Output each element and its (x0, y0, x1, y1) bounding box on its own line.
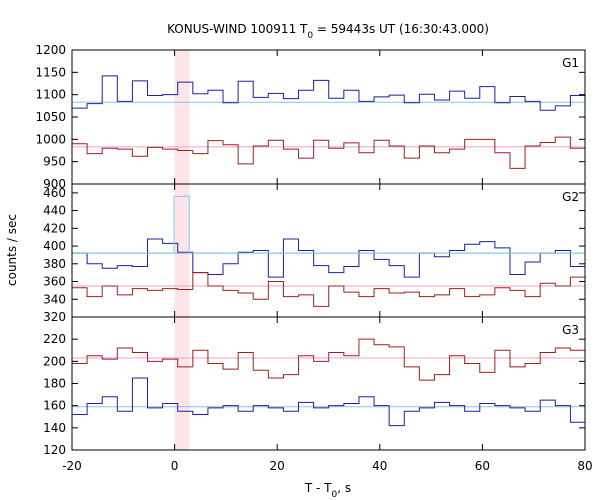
series-g2-1 (173, 195, 190, 254)
x-tick-label-40: 40 (372, 459, 387, 473)
y-tick-label-g1-1100: 1100 (35, 88, 66, 102)
y-tick-label-g3-160: 160 (43, 399, 66, 413)
x-axis-label-subscript: 0 (332, 490, 338, 500)
y-tick-label-g1-1050: 1050 (35, 110, 66, 124)
panel-label-g3: G3 (562, 323, 579, 337)
y-tick-label-g2-400: 400 (43, 239, 66, 253)
y-tick-label-g2-420: 420 (43, 221, 66, 235)
panel-frame-g3 (71, 316, 586, 451)
chart-title-main: KONUS-WIND 100911 T (167, 22, 308, 36)
highlight-band-g3 (174, 317, 190, 450)
panel-label-g1: G1 (562, 56, 579, 70)
y-tick-label-g3-140: 140 (43, 421, 66, 435)
y-tick-label-g1-950: 950 (43, 155, 66, 169)
y-tick-label-g2-380: 380 (43, 257, 66, 271)
y-tick-label-g2-320: 320 (43, 310, 66, 324)
panels-layer: 90095010001050110011501200G1320340360380… (35, 43, 592, 473)
x-tick-label-0: 0 (171, 459, 179, 473)
panel-label-g2: G2 (562, 190, 579, 204)
chart-title: KONUS-WIND 100911 T0 = 59443s UT (16:30:… (167, 22, 489, 41)
y-tick-label-g2-340: 340 (43, 292, 66, 306)
series-g3-0 (72, 338, 585, 381)
y-tick-label-g2-440: 440 (43, 204, 66, 218)
highlight-band-g2 (174, 184, 190, 317)
x-tick-label-20: 20 (270, 459, 285, 473)
x-tick-label-60: 60 (475, 459, 490, 473)
y-tick-label-g3-180: 180 (43, 377, 66, 391)
y-tick-label-g2-460: 460 (43, 186, 66, 200)
y-tick-label-g3-220: 220 (43, 332, 66, 346)
panel-frame-g1 (71, 49, 586, 185)
y-tick-label-g3-200: 200 (43, 354, 66, 368)
panel-g2: 320 340 360 380 400 420 440 460 G2 (43, 183, 586, 324)
x-tick-label--20: -20 (62, 459, 82, 473)
series-g2-0 (72, 238, 585, 278)
x-tick-label-80: 80 (577, 459, 592, 473)
x-axis-label: T - T0, s (304, 481, 351, 500)
series-g2-2 (72, 272, 585, 307)
y-tick-label-g1-900: 900 (43, 177, 66, 191)
highlight-band-g1 (174, 50, 190, 184)
y-tick-label-g1-1200: 1200 (35, 43, 66, 57)
chart-title-subscript: 0 (307, 31, 313, 41)
y-tick-label-g1-1000: 1000 (35, 132, 66, 146)
x-axis-ticks: -20 0 20 40 60 80 (62, 459, 592, 473)
y-tick-label-g3-120: 120 (43, 443, 66, 457)
chart-title-rest: = 59443s UT (16:30:43.000) (313, 22, 489, 36)
panel-g1: 900 950 1000 1050 1100 1150 1200 G1 (35, 43, 586, 191)
series-g3-1 (72, 377, 585, 427)
y-tick-label-g2-360: 360 (43, 275, 66, 289)
series-g1-1 (72, 136, 585, 169)
x-axis-label-main: T - T (304, 481, 332, 495)
series-g1-0 (72, 75, 585, 111)
x-axis-label-suffix: , s (337, 481, 351, 495)
y-axis-label: counts / sec (5, 214, 19, 286)
y-tick-label-g1-1150: 1150 (35, 65, 66, 79)
panel-g3: 120 140 160 180 200 220 G3 (43, 316, 586, 457)
